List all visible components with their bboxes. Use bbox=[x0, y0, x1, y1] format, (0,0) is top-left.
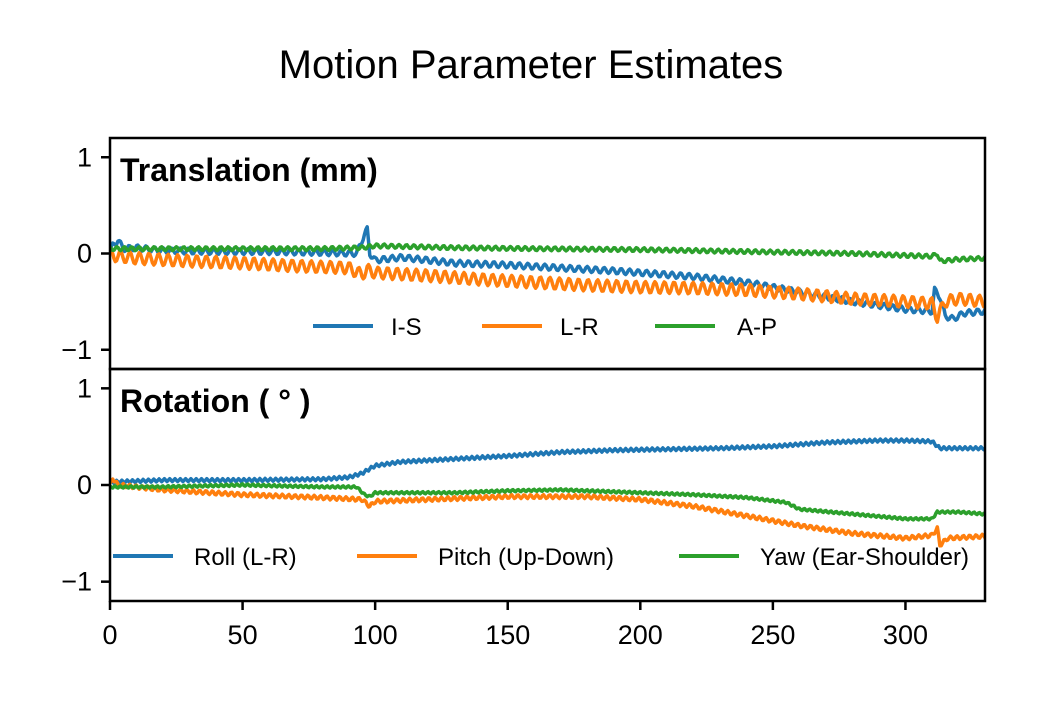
series-line-l-r bbox=[110, 248, 985, 324]
legend-label: I-S bbox=[391, 314, 422, 341]
y-tick-label: 0 bbox=[77, 239, 92, 269]
rotation-panel: 1 0 −1 0 50 100 150 200 250 300 Rotation ( ° ) Roll… bbox=[61, 367, 987, 650]
series-line-i-s bbox=[110, 225, 985, 322]
panel-title: Translation (mm) bbox=[120, 152, 378, 188]
legend-label: Roll (L-R) bbox=[194, 544, 297, 571]
y-tick-label: −1 bbox=[61, 335, 92, 365]
x-tick-label: 0 bbox=[102, 620, 117, 650]
y-tick-label: 1 bbox=[77, 373, 92, 403]
legend-label: Yaw (Ear-Shoulder) bbox=[760, 544, 969, 571]
figure-title: Motion Parameter Estimates bbox=[279, 43, 784, 87]
legend-label: L-R bbox=[560, 314, 599, 341]
x-tick-label: 150 bbox=[485, 620, 530, 650]
legend-label: Pitch (Up-Down) bbox=[438, 544, 614, 571]
legend: Roll (L-R) Pitch (Up-Down) Yaw (Ear-Should… bbox=[113, 544, 969, 571]
x-tick-label: 100 bbox=[353, 620, 398, 650]
y-tick-label: 0 bbox=[77, 470, 92, 500]
x-tick-label: 50 bbox=[228, 620, 258, 650]
x-tick-label: 200 bbox=[618, 620, 663, 650]
legend-label: A-P bbox=[737, 314, 777, 341]
series-line-pitch-up-down- bbox=[110, 477, 985, 548]
y-tick-label: 1 bbox=[77, 142, 92, 172]
x-tick-label: 300 bbox=[883, 620, 928, 650]
panel-title: Rotation ( ° ) bbox=[120, 383, 311, 419]
series-line-a-p bbox=[110, 242, 985, 265]
x-tick-label: 250 bbox=[750, 620, 795, 650]
translation-panel: 1 0 −1 Translation (mm) I-S L-R A-P bbox=[61, 136, 987, 371]
series-line-roll-l-r- bbox=[110, 437, 985, 486]
y-tick-label: −1 bbox=[61, 567, 92, 597]
series-line-yaw-ear-shoulder- bbox=[110, 482, 985, 522]
legend: I-S L-R A-P bbox=[313, 314, 777, 341]
